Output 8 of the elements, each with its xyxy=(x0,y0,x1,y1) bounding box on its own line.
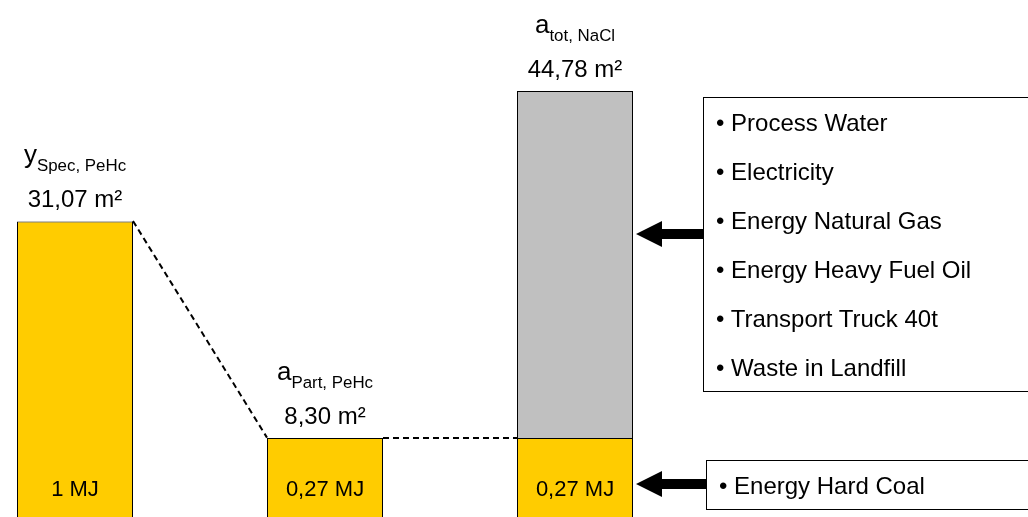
annotation: 0,27 MJ xyxy=(285,476,365,502)
data-label: 8,30 m² xyxy=(284,402,366,430)
total-label: 44,78 m² xyxy=(527,55,623,82)
annotation: 1 MJ xyxy=(51,476,99,502)
annotation: 0,27 MJ xyxy=(535,476,615,502)
data-label: 31,07 m² xyxy=(27,185,123,213)
text: • Energy Hard Coal xyxy=(706,460,1028,510)
text: • Process Water • Electricity • Energy Natural Gas • Energy Heavy Fuel Oil • Transport Truck 40t • Waste in Landfill xyxy=(703,97,1028,392)
